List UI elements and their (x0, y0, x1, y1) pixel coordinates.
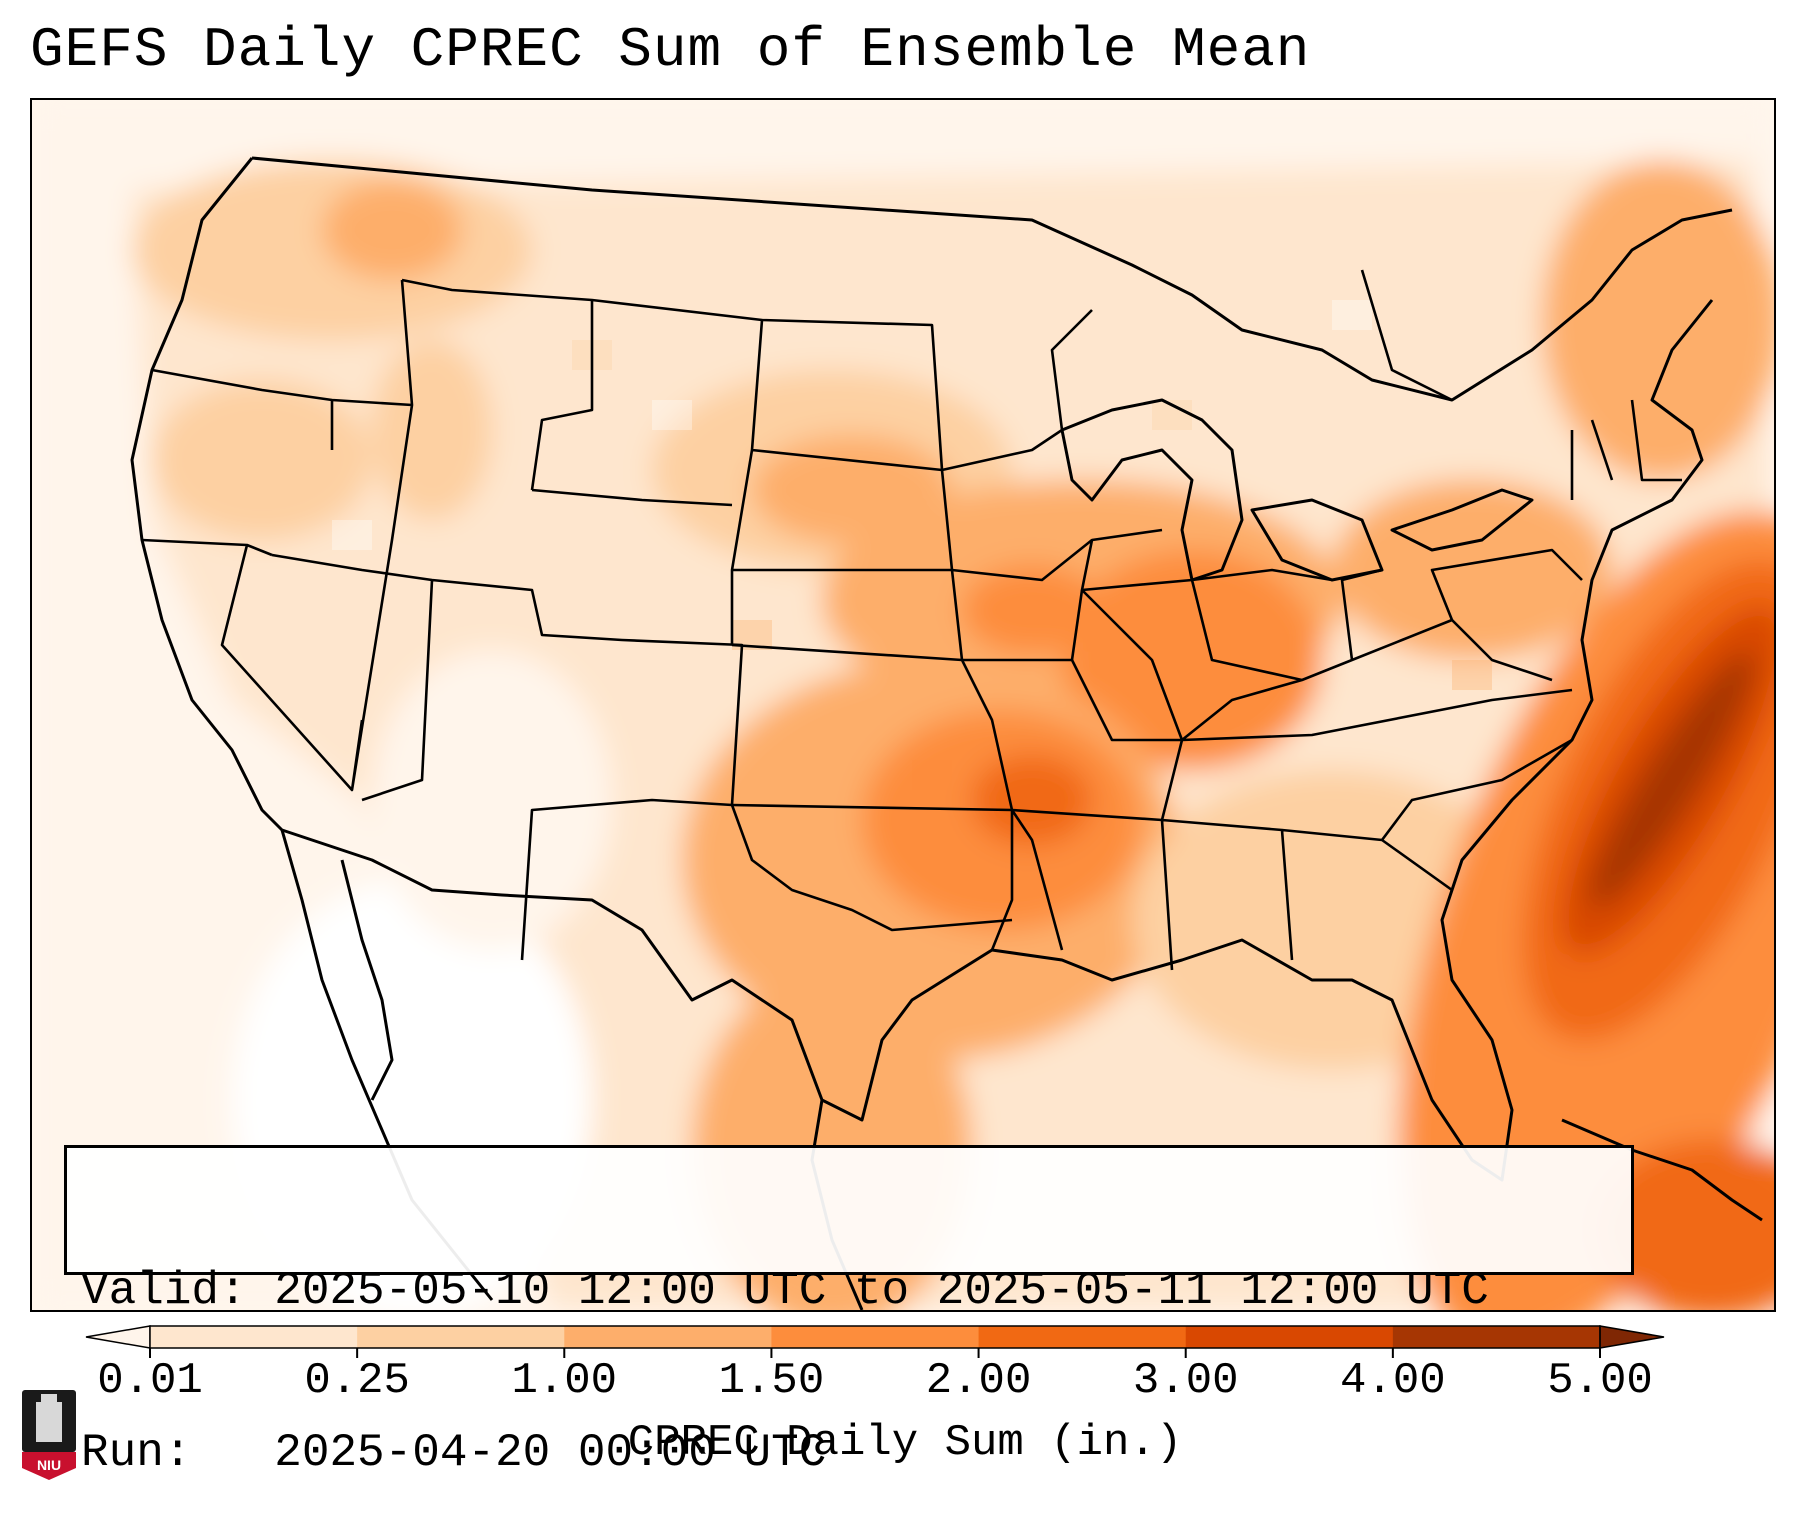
colorbar-tick-label: 1.50 (718, 1356, 825, 1406)
colorbar-extend-high (1599, 1325, 1665, 1349)
precip-shading (32, 100, 1774, 1310)
colorbar-segment (771, 1326, 980, 1348)
boundaries (130, 156, 1763, 1310)
precip-map (32, 100, 1774, 1310)
colorbar-extend-low (85, 1325, 151, 1349)
colorbar-tick-label: 0.25 (304, 1356, 410, 1406)
colorbar-segments (85, 1325, 1665, 1349)
logo-text: NIU (37, 1457, 61, 1473)
colorbar-tick-label: 5.00 (1547, 1356, 1653, 1406)
colorbar-segment (564, 1326, 772, 1348)
colorbar-tick-label: 1.00 (511, 1356, 618, 1406)
colorbar-segment (978, 1326, 1187, 1348)
colorbar-tick-label: 4.00 (1340, 1356, 1446, 1406)
valid-time-label: Valid: 2025-05-10 12:00 UTC to 2025-05-1… (81, 1265, 1489, 1317)
logo-shield-bottom (22, 1452, 76, 1480)
us-outline (130, 156, 1733, 1182)
colorbar-segment (1392, 1326, 1601, 1348)
page-title: GEFS Daily CPREC Sum of Ensemble Mean (30, 18, 1311, 82)
colorbar-segment (357, 1326, 565, 1348)
colorbar-label: CPREC Daily Sum (in.) (627, 1418, 1183, 1468)
colorbar-frame (149, 1325, 1601, 1349)
colorbar-tick-label: 0.01 (97, 1356, 203, 1406)
colorbar-segment (1185, 1326, 1394, 1348)
colorbar (85, 1325, 1665, 1358)
run-time-label: Run: 2025-04-20 00:00 UTC (81, 1427, 827, 1479)
colorbar-tick-label: 3.00 (1132, 1356, 1239, 1406)
colorbar-ticks (149, 1348, 1601, 1358)
niu-logo: NIU (22, 1390, 76, 1480)
info-box: Valid: 2025-05-10 12:00 UTC to 2025-05-1… (64, 1145, 1634, 1479)
map-frame (30, 98, 1776, 1312)
colorbar-tick-label: 2.00 (925, 1356, 1032, 1406)
colorbar-segment (150, 1326, 358, 1348)
state-borders (141, 269, 1682, 971)
